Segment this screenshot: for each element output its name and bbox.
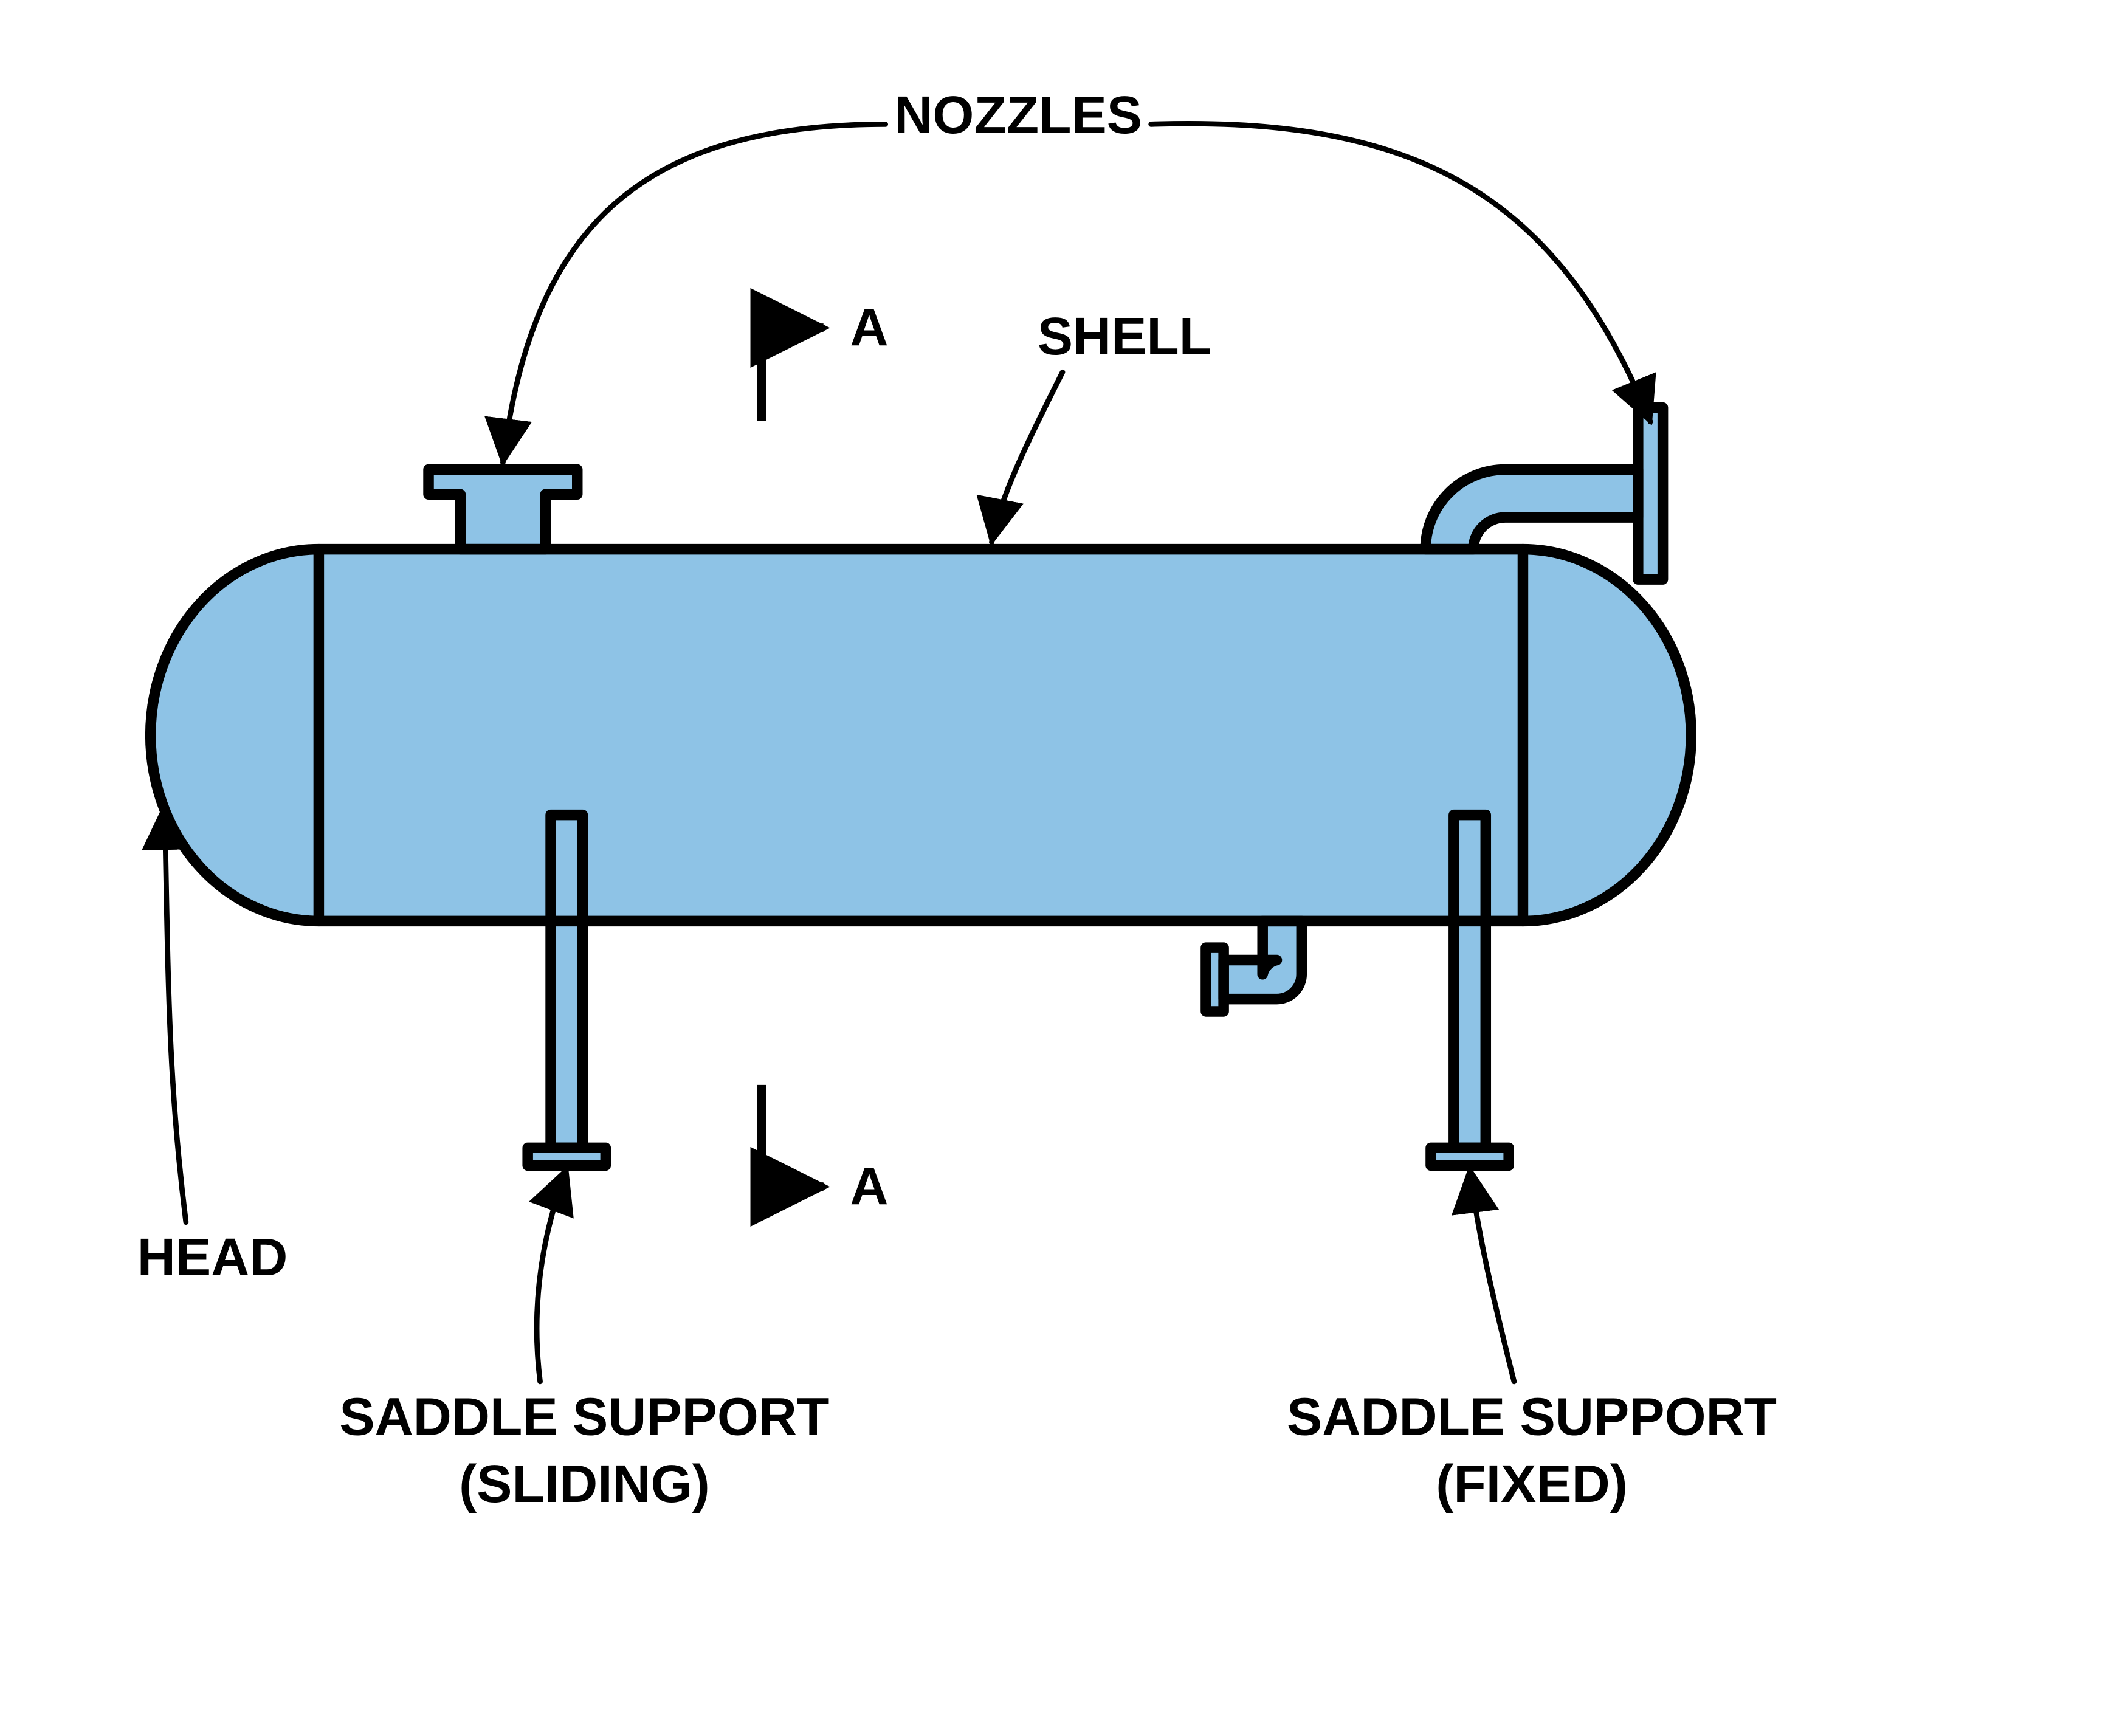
label-head: HEAD xyxy=(137,1227,288,1287)
section-a-bottom: A xyxy=(850,1157,888,1216)
vessel-diagram: NOZZLES SHELL HEAD A A SADDLE SUPPORT (SLIDING… xyxy=(0,0,2125,1736)
label-nozzles: NOZZLES xyxy=(894,85,1142,145)
section-a-top: A xyxy=(850,298,888,357)
label-shell: SHELL xyxy=(1038,306,1211,366)
label-saddle-sliding-1: SADDLE SUPPORT xyxy=(339,1386,829,1446)
label-saddle-fixed-2: (FIXED) xyxy=(1436,1454,1628,1514)
label-saddle-sliding-2: (SLIDING) xyxy=(459,1454,710,1514)
label-saddle-fixed-1: SADDLE SUPPORT xyxy=(1287,1386,1777,1446)
